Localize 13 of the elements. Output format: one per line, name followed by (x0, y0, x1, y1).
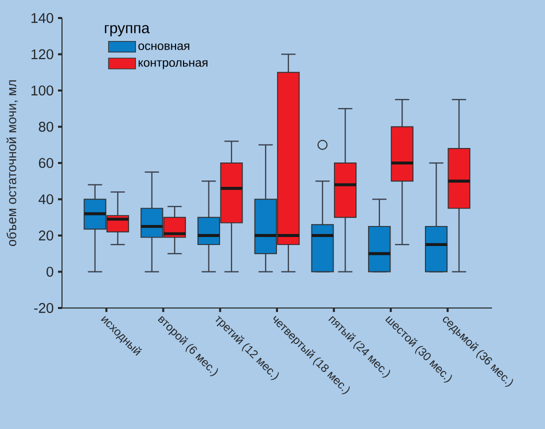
y-tick-label: 100 (32, 86, 54, 96)
y-tick-label: 0 (46, 266, 54, 277)
legend-label: контрольная (138, 60, 208, 70)
y-tick-label: 60 (38, 158, 54, 168)
legend-title: группа (104, 25, 150, 36)
legend-label: основная (138, 43, 190, 50)
y-tick-label: 20 (38, 230, 54, 240)
y-tick-label: 80 (38, 122, 54, 132)
y-tick-label: -20 (34, 303, 54, 313)
y-tick-label: 140 (32, 13, 54, 23)
y-tick-label: 120 (32, 49, 54, 60)
y-tick-label: 40 (38, 194, 54, 204)
y-axis-title: объем остаточной мочи, мл (6, 80, 18, 246)
